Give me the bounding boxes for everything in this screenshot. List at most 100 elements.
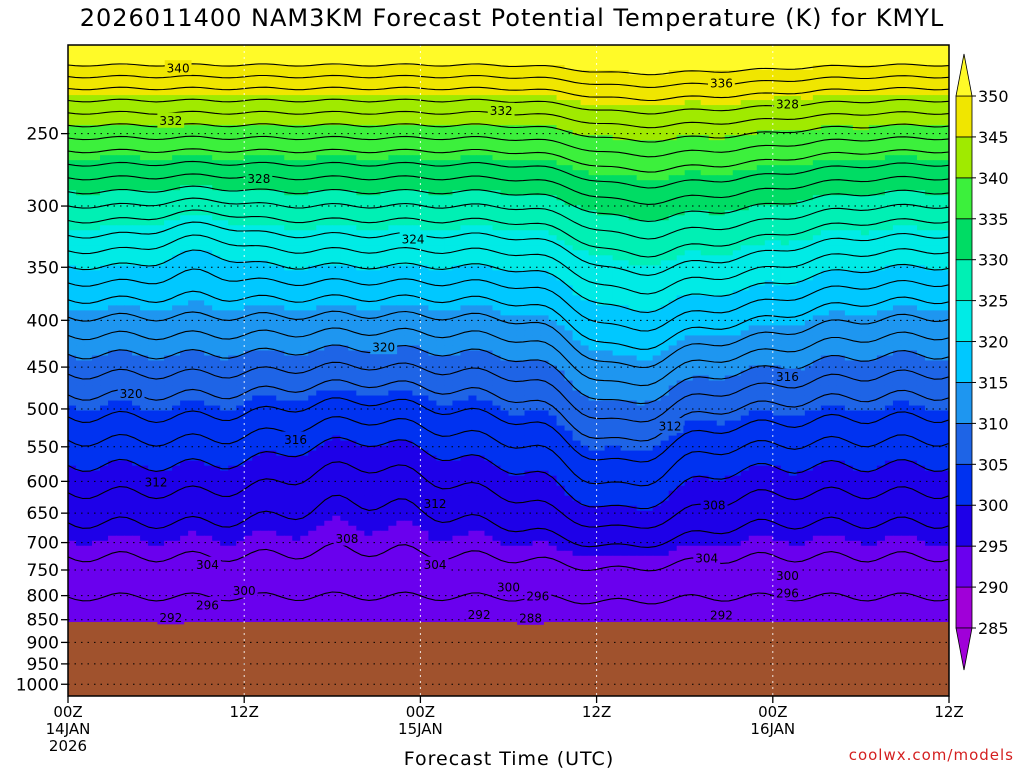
fill-cell [636, 175, 646, 181]
fill-cell [660, 175, 670, 181]
fill-cell [868, 260, 878, 266]
fill-cell [612, 250, 622, 256]
fill-cell [348, 155, 357, 161]
fill-cell [420, 50, 430, 56]
fill-cell [460, 55, 470, 61]
fill-cell [188, 260, 197, 266]
fill-cell [516, 245, 526, 251]
fill-cell [892, 180, 902, 186]
fill-cell [596, 120, 606, 126]
fill-cell [732, 110, 742, 116]
fill-cell [156, 95, 165, 101]
fill-cell [164, 85, 173, 91]
fill-cell [940, 195, 949, 201]
fill-cell [244, 235, 253, 241]
fill-cell [404, 120, 413, 126]
fill-cell [452, 215, 462, 221]
fill-cell [404, 90, 413, 96]
fill-cell [692, 65, 702, 71]
fill-cell [164, 150, 173, 156]
fill-cell [556, 125, 566, 131]
fill-cell [300, 130, 309, 136]
fill-cell [844, 55, 854, 61]
fill-cell [148, 85, 157, 91]
fill-cell [724, 105, 734, 111]
fill-cell [820, 140, 830, 146]
fill-cell [812, 225, 822, 231]
fill-cell [788, 165, 798, 171]
fill-cell [764, 145, 774, 151]
fill-cell [796, 210, 806, 216]
fill-cell [852, 175, 862, 181]
fill-cell [324, 145, 333, 151]
fill-cell [660, 85, 670, 91]
fill-cell [916, 65, 926, 71]
fill-cell [180, 90, 189, 96]
fill-cell [292, 120, 301, 126]
fill-cell [868, 115, 878, 121]
fill-cell [828, 100, 838, 106]
fill-cell [916, 150, 926, 156]
fill-cell [260, 105, 269, 111]
fill-cell [412, 150, 421, 156]
fill-cell [644, 250, 654, 256]
fill-cell [436, 120, 446, 126]
fill-cell [84, 135, 93, 141]
fill-cell [412, 225, 421, 231]
fill-cell [780, 170, 790, 176]
fill-cell [100, 120, 109, 126]
fill-cell [364, 180, 373, 186]
fill-cell [380, 75, 389, 81]
fill-cell [364, 195, 373, 201]
fill-cell [628, 225, 638, 231]
fill-cell [740, 230, 750, 236]
fill-cell [684, 100, 694, 106]
fill-cell [84, 125, 93, 131]
fill-cell [860, 145, 870, 151]
fill-cell [364, 175, 373, 181]
fill-cell [212, 235, 221, 241]
fill-cell [644, 100, 654, 106]
fill-cell [204, 245, 213, 251]
fill-cell [76, 140, 85, 146]
fill-cell [260, 215, 269, 221]
fill-cell [804, 190, 814, 196]
fill-cell [828, 225, 838, 231]
fill-cell [276, 80, 285, 86]
fill-cell [900, 75, 910, 81]
fill-cell [908, 215, 918, 221]
fill-cell [916, 90, 926, 96]
fill-cell [476, 100, 486, 106]
fill-cell [108, 50, 117, 56]
fill-cell [812, 165, 822, 171]
fill-cell [292, 225, 301, 231]
fill-cell [76, 80, 85, 86]
fill-cell [124, 205, 133, 211]
fill-cell [908, 45, 918, 51]
fill-cell [372, 130, 381, 136]
fill-cell [500, 245, 510, 251]
fill-cell [564, 150, 574, 156]
fill-cell [668, 235, 678, 241]
fill-cell [332, 105, 341, 111]
fill-cell [772, 190, 782, 196]
fill-cell [364, 225, 373, 231]
fill-cell [692, 70, 702, 76]
fill-cell [692, 45, 702, 51]
fill-cell [724, 220, 734, 226]
fill-cell [836, 250, 846, 256]
fill-cell [428, 220, 438, 226]
fill-cell [428, 195, 438, 201]
fill-cell [340, 250, 349, 256]
fill-cell [188, 180, 197, 186]
fill-cell [892, 100, 902, 106]
fill-cell [668, 90, 678, 96]
fill-cell [636, 250, 646, 256]
fill-cell [484, 130, 494, 136]
fill-cell [156, 50, 165, 56]
fill-cell [644, 150, 654, 156]
fill-cell [500, 140, 510, 146]
fill-cell [708, 105, 718, 111]
fill-cell [188, 265, 197, 271]
fill-cell [172, 145, 181, 151]
